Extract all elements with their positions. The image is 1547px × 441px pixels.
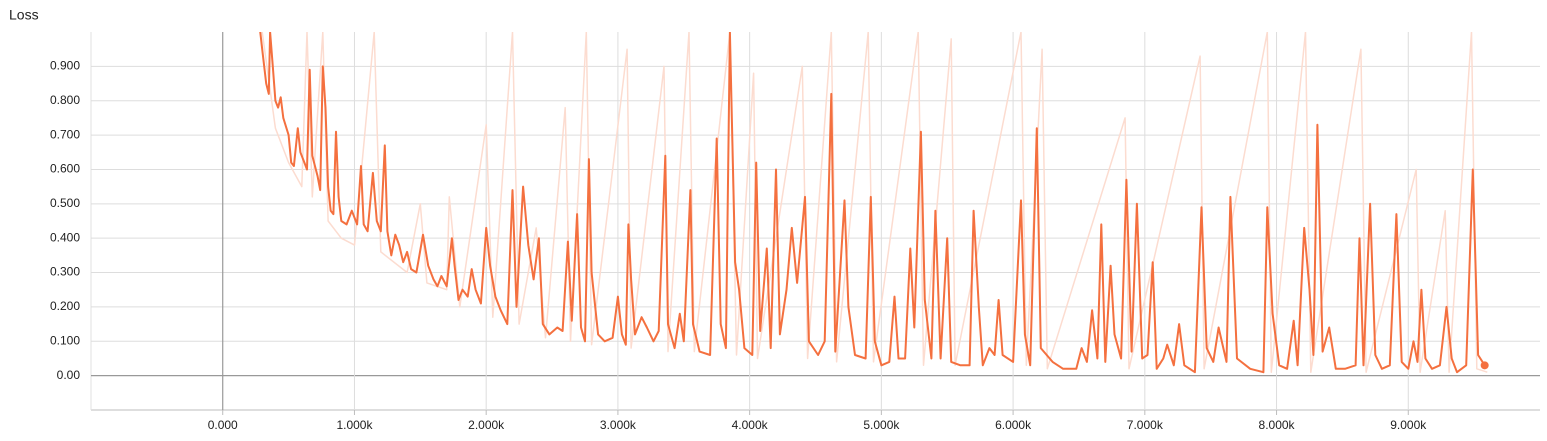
y-tick-label: 0.200 xyxy=(50,299,80,313)
x-tick-label: 3.000k xyxy=(600,418,637,432)
y-tick-label: 0.800 xyxy=(50,93,80,107)
chart-title: Loss xyxy=(9,7,39,23)
x-tick-label: 7.000k xyxy=(1127,418,1164,432)
y-tick-label: 0.700 xyxy=(50,127,80,141)
x-tick-label: 1.000k xyxy=(336,418,373,432)
y-tick-label: 0.600 xyxy=(50,162,80,176)
y-tick-label: 0.00 xyxy=(57,368,81,382)
x-tick-label: 8.000k xyxy=(1259,418,1296,432)
x-tick-label: 9.000k xyxy=(1390,418,1427,432)
x-tick-label: 5.000k xyxy=(863,418,900,432)
y-tick-label: 0.900 xyxy=(50,59,80,73)
last-point xyxy=(1480,361,1489,370)
x-tick-label: 6.000k xyxy=(995,418,1032,432)
x-tick-label: 0.000 xyxy=(208,418,238,432)
y-tick-label: 0.100 xyxy=(50,333,80,347)
x-tick-label: 2.000k xyxy=(468,418,505,432)
y-tick-label: 0.300 xyxy=(50,265,80,279)
x-tick-label: 4.000k xyxy=(732,418,769,432)
series-line xyxy=(259,32,1486,374)
y-tick-label: 0.400 xyxy=(50,230,80,244)
y-tick-label: 0.500 xyxy=(50,196,80,210)
